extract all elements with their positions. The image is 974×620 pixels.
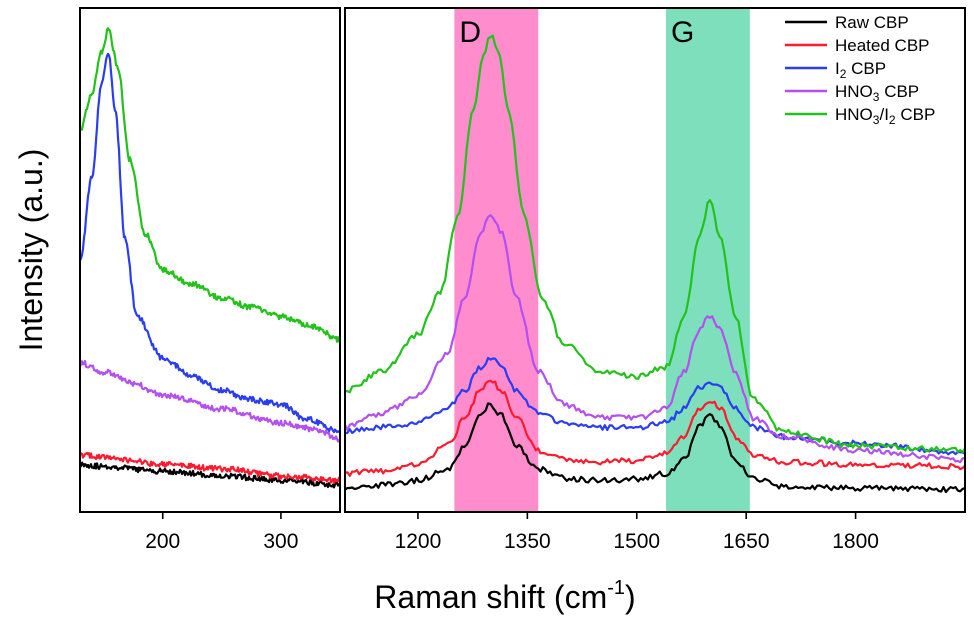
series-line-low-3 [80, 359, 340, 443]
band-d-label: D [459, 16, 481, 49]
legend-entry: HNO3/I2 CBP [835, 105, 935, 127]
band-d-region [454, 8, 539, 512]
series-line-high-3 [345, 214, 965, 464]
high-frequency-panel: D G 1200 1350 1500 1650 1800 [344, 7, 966, 553]
x-tick-label: 300 [263, 530, 298, 553]
x-axis-title-close: ) [625, 579, 636, 615]
series-line-low-1 [80, 451, 340, 484]
series-line-low-0 [80, 461, 340, 489]
x-axis-title: Raman shift (cm-1) [374, 577, 635, 615]
series-line-high-0 [345, 402, 965, 494]
low-axes-frame [79, 7, 341, 513]
low-plot-area [80, 27, 340, 489]
x-tick-label: 1200 [395, 530, 442, 553]
high-plot-area [345, 8, 965, 512]
legend-entry: HNO3 CBP [835, 82, 919, 104]
series-line-low-2 [80, 52, 340, 434]
series-line-high-2 [345, 356, 965, 456]
legend-entry: I2 CBP [835, 59, 886, 81]
band-g-label: G [671, 16, 694, 49]
series-line-low-4 [80, 27, 340, 343]
x-tick-label: 200 [145, 530, 180, 553]
low-frequency-panel: 200 300 [79, 7, 341, 553]
x-axis-title-main: Raman shift (cm [374, 579, 607, 615]
series-line-high-1 [345, 379, 965, 477]
legend-entry: Raw CBP [835, 13, 909, 32]
legend-entry: Heated CBP [835, 36, 930, 55]
band-g-region [665, 8, 750, 512]
x-tick-label: 1650 [723, 530, 770, 553]
x-tick-label: 1350 [504, 530, 551, 553]
high-axes-frame [344, 7, 966, 513]
y-axis-title: Intensity (a.u.) [13, 149, 49, 352]
x-axis-title-superscript: -1 [607, 577, 625, 599]
x-tick-label: 1800 [832, 530, 879, 553]
series-line-high-4 [345, 34, 965, 454]
x-tick-label: 1500 [613, 530, 660, 553]
